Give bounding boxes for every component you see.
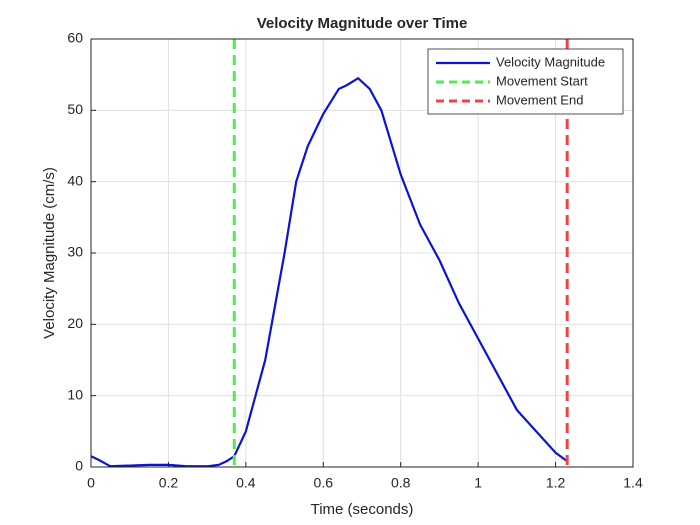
x-axis-label: Time (seconds) bbox=[311, 501, 414, 518]
y-tick-label: 30 bbox=[67, 244, 83, 260]
x-tick-label: 0.8 bbox=[391, 475, 411, 491]
x-tick-label: 0.6 bbox=[314, 475, 334, 491]
x-tick-label: 0 bbox=[87, 475, 95, 491]
x-tick-label: 1 bbox=[474, 475, 482, 491]
x-tick-label: 1.4 bbox=[623, 475, 643, 491]
y-axis-label: Velocity Magnitude (cm/s) bbox=[41, 167, 58, 339]
data-line bbox=[90, 76, 568, 468]
y-tick-label: 0 bbox=[75, 458, 83, 474]
axes-box bbox=[90, 38, 634, 468]
chart-title: Velocity Magnitude over Time bbox=[257, 15, 468, 32]
legend-label: Velocity Magnitude bbox=[496, 54, 605, 69]
x-tick-label: 0.2 bbox=[159, 475, 179, 491]
y-tick-label: 40 bbox=[67, 172, 83, 188]
y-tick-label: 10 bbox=[67, 386, 83, 402]
legend-label: Movement End bbox=[496, 92, 583, 107]
legend-box bbox=[427, 48, 624, 115]
y-tick-label: 20 bbox=[67, 315, 83, 331]
x-tick-label: 0.4 bbox=[236, 475, 256, 491]
x-tick-label: 1.2 bbox=[546, 475, 566, 491]
y-tick-label: 60 bbox=[67, 30, 83, 46]
y-tick-label: 50 bbox=[67, 101, 83, 117]
legend-label: Movement Start bbox=[496, 73, 588, 88]
